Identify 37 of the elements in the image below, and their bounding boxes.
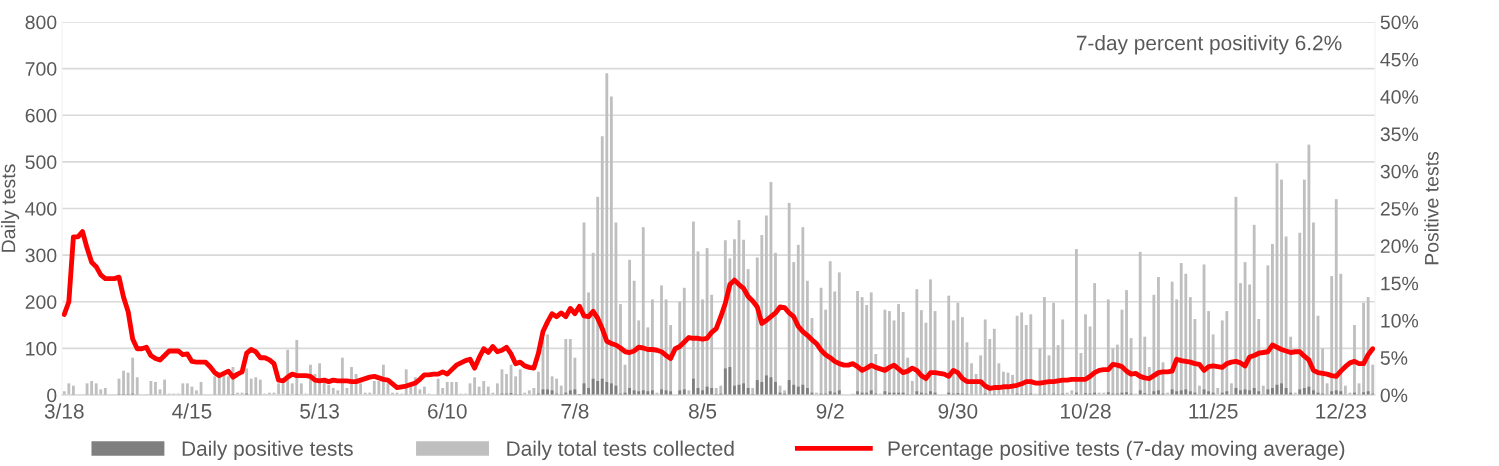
y-tick-label: 300 [25,248,57,263]
y-tick-label: 800 [25,15,57,30]
legend-label: Daily positive tests [182,440,353,461]
y-tick-label: 500 [25,155,57,170]
y-tick-label: 100 [26,341,57,356]
y-tick-label: 200 [25,295,57,309]
x-tick-label: 11/25 [1189,403,1238,419]
x-tick-label: 9/2 [816,403,844,419]
x-tick-label: 10/28 [1061,403,1111,419]
y2-tick-label: 15% [1381,276,1419,291]
y-tick-label: 0 [47,388,57,403]
y2-tick-label: 0% [1380,388,1408,403]
y2-tick-label: 45% [1380,52,1419,67]
x-tick-label: 6/10 [428,403,467,419]
y-axis-title: Daily tests [1,164,20,252]
y2-tick-label: 25% [1380,201,1419,216]
y2-tick-label: 30% [1380,164,1419,179]
y-tick-label: 700 [25,62,57,76]
legend-label: Daily total tests collected [507,440,734,461]
y2-tick-label: 10% [1381,313,1419,328]
y2-tick-label: 50% [1380,15,1419,30]
annotation: 7-day percent positivity 6.2% [1076,35,1342,55]
y2-tick-label: 40% [1380,90,1419,104]
x-tick-label: 5/13 [300,403,339,419]
legend-label: Percentage positive tests (7-day moving average) [888,440,1345,461]
y2-tick-label: 5% [1380,351,1408,365]
x-tick-label: 4/15 [172,403,212,419]
y2-tick-label: 35% [1380,127,1419,142]
y2-tick-label: 20% [1380,239,1419,254]
y-tick-label: 400 [25,201,57,216]
x-tick-label: 12/23 [1316,403,1366,419]
y-tick-label: 600 [25,108,57,123]
x-tick-label: 3/18 [44,403,84,419]
x-tick-label: 9/30 [938,403,978,419]
y2-axis-title: Positive tests [1424,151,1439,265]
x-tick-label: 8/5 [688,403,717,419]
x-tick-label: 7/8 [561,403,589,419]
